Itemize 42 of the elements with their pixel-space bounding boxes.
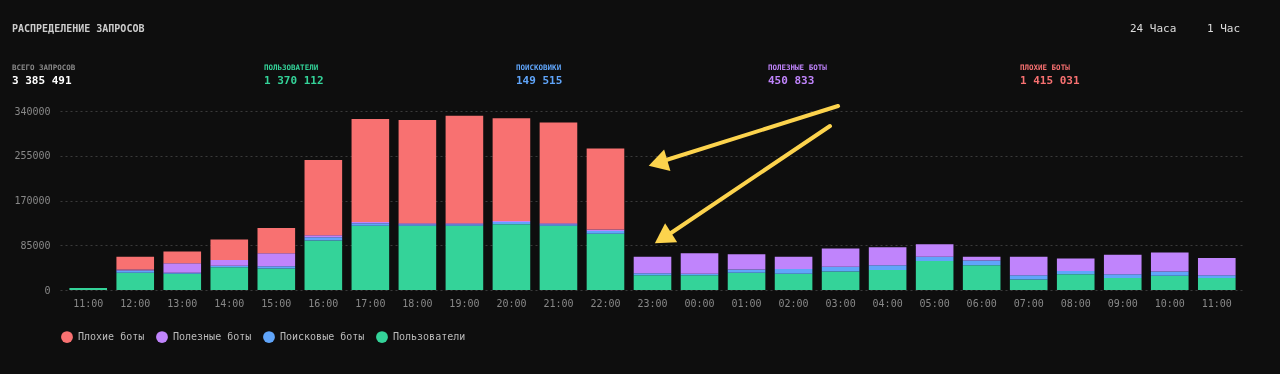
x-tick-label: 16:00 <box>308 297 339 309</box>
y-tick-label: 255000 <box>14 150 51 162</box>
x-tick-label: 11:00 <box>73 297 104 309</box>
x-tick-label: 09:00 <box>1107 297 1138 309</box>
legend-label: Плохие боты <box>78 331 145 343</box>
x-tick-label: 10:00 <box>1154 297 1185 309</box>
x-tick-label: 14:00 <box>214 297 245 309</box>
x-tick-label: 12:00 <box>120 297 151 309</box>
legend-label: Полезные боты <box>173 331 252 343</box>
x-tick-label: 07:00 <box>1013 297 1044 309</box>
x-tick-label: 00:00 <box>684 297 715 309</box>
legend-label: Поисковые боты <box>280 331 365 343</box>
y-tick-label: 85000 <box>20 239 51 251</box>
x-tick-label: 02:00 <box>778 297 809 309</box>
text: 24 Часа <box>1130 22 1177 35</box>
x-tick-label: 22:00 <box>590 297 621 309</box>
text: 149 515 <box>516 74 563 87</box>
y-tick-label: 170000 <box>14 195 51 206</box>
text: 1 370 112 <box>264 74 324 87</box>
x-tick-label: 20:00 <box>496 297 527 309</box>
x-tick-label: 03:00 <box>825 297 856 309</box>
x-tick-label: 06:00 <box>966 297 997 309</box>
y-tick-label: 340000 <box>14 105 51 117</box>
legend-label: Пользователи <box>393 331 466 343</box>
x-tick-label: 11:00 <box>1201 297 1232 309</box>
x-tick-label: 05:00 <box>919 297 950 309</box>
x-tick-label: 15:00 <box>261 297 292 309</box>
x-tick-label: 08:00 <box>1060 297 1091 309</box>
x-tick-label: 17:00 <box>355 297 386 309</box>
x-tick-label: 01:00 <box>731 297 762 309</box>
x-tick-label: 13:00 <box>167 297 198 309</box>
x-tick-label: 23:00 <box>637 297 668 309</box>
x-tick-label: 04:00 <box>872 297 903 309</box>
x-tick-label: 19:00 <box>449 297 480 309</box>
text: 3 385 491 <box>12 74 72 87</box>
y-tick-label: 0 <box>44 284 51 296</box>
x-tick-label: 18:00 <box>402 297 433 309</box>
text: 1 415 031 <box>1020 74 1080 87</box>
chart-title: РАСПРЕДЕЛЕНИЕ ЗАПРОСОВ <box>12 23 145 34</box>
text: 1 Час <box>1207 22 1241 35</box>
x-tick-label: 21:00 <box>543 297 574 309</box>
text: 450 833 <box>768 74 815 87</box>
